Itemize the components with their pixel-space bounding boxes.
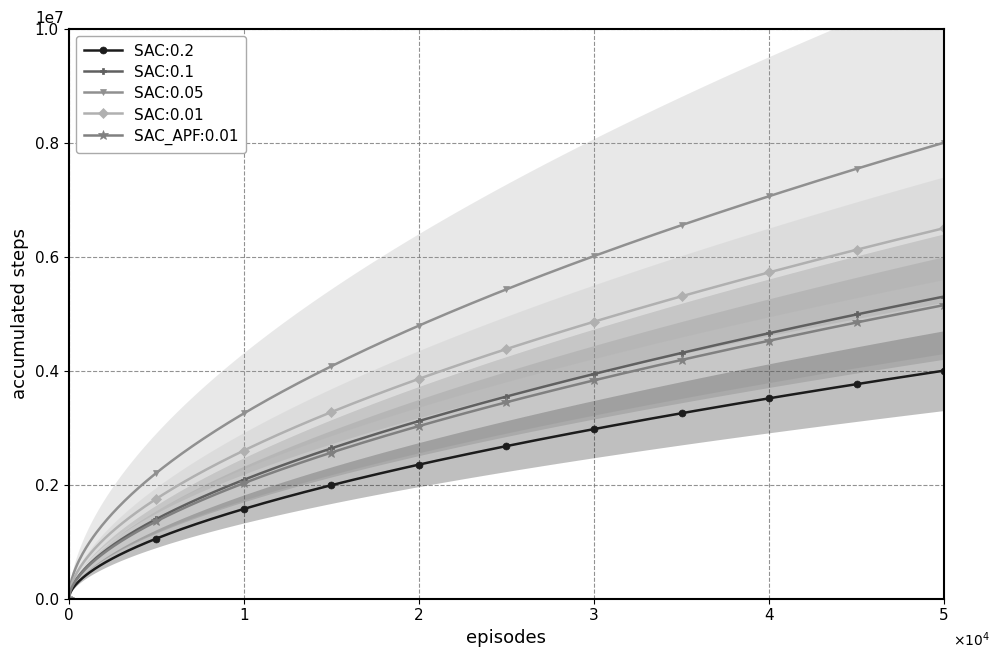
SAC:0.1 — [637, 358, 649, 366]
SAC:0.1 — [788, 324, 800, 332]
SAC_APF:0.01 — [317, 451, 329, 459]
SAC:0.05 — [637, 235, 649, 243]
SAC:0.2 — [317, 484, 329, 492]
SAC:0.2 — [63, 595, 75, 603]
SAC:0.1 — [938, 293, 950, 301]
SAC:0.01 — [788, 262, 800, 270]
SAC:0.01 — [637, 303, 649, 311]
SAC_APF:0.01 — [626, 367, 638, 375]
Legend: SAC:0.2, SAC:0.1, SAC:0.05, SAC:0.01, SAC_APF:0.01: SAC:0.2, SAC:0.1, SAC:0.05, SAC:0.01, SA… — [76, 36, 246, 153]
SAC:0.01 — [280, 427, 292, 435]
SAC:0.05 — [381, 336, 393, 343]
SAC_APF:0.01 — [637, 365, 649, 372]
SAC_APF:0.01 — [381, 432, 393, 440]
SAC:0.01 — [381, 386, 393, 394]
SAC:0.01 — [317, 412, 329, 420]
SAC:0.2 — [280, 493, 292, 501]
Text: $\times$10$^4$: $\times$10$^4$ — [953, 630, 990, 649]
SAC_APF:0.01 — [63, 595, 75, 603]
SAC:0.2 — [381, 468, 393, 476]
SAC:0.01 — [938, 224, 950, 232]
X-axis label: episodes: episodes — [466, 629, 546, 647]
SAC:0.05 — [626, 238, 638, 246]
Line: SAC:0.2: SAC:0.2 — [65, 367, 948, 602]
SAC:0.05 — [280, 386, 292, 393]
Text: 1e7: 1e7 — [36, 11, 64, 26]
SAC:0.05 — [63, 595, 75, 603]
SAC_APF:0.01 — [788, 332, 800, 340]
SAC:0.05 — [938, 139, 950, 147]
SAC:0.1 — [626, 361, 638, 368]
SAC:0.1 — [63, 595, 75, 603]
SAC:0.2 — [788, 390, 800, 398]
SAC:0.01 — [626, 307, 638, 315]
SAC:0.1 — [381, 426, 393, 434]
SAC:0.2 — [626, 418, 638, 426]
SAC:0.01 — [63, 595, 75, 603]
SAC_APF:0.01 — [280, 464, 292, 472]
SAC:0.1 — [317, 447, 329, 455]
Y-axis label: accumulated steps: accumulated steps — [11, 228, 29, 399]
SAC:0.05 — [317, 367, 329, 374]
SAC_APF:0.01 — [938, 301, 950, 309]
SAC:0.1 — [280, 460, 292, 468]
SAC:0.2 — [938, 367, 950, 374]
Line: SAC:0.05: SAC:0.05 — [65, 139, 948, 602]
Line: SAC:0.1: SAC:0.1 — [65, 293, 948, 602]
SAC:0.2 — [637, 416, 649, 424]
Line: SAC:0.01: SAC:0.01 — [65, 224, 948, 602]
Line: SAC_APF:0.01: SAC_APF:0.01 — [64, 300, 949, 603]
SAC:0.05 — [788, 184, 800, 192]
